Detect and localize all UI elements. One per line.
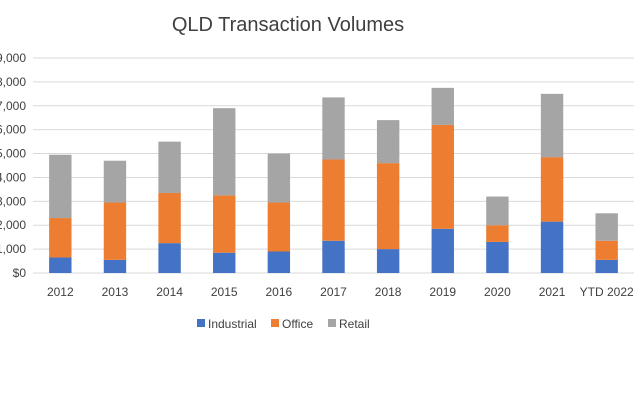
- bar-office-2019: [431, 124, 454, 229]
- y-tick-label: $7,000: [0, 99, 26, 113]
- y-tick-label: $8,000: [0, 75, 26, 89]
- bar-industrial-2020: [486, 241, 509, 273]
- bar-industrial-2018: [376, 249, 400, 273]
- bar-retail-2012: [49, 154, 72, 219]
- bar-retail-2018: [376, 120, 400, 164]
- y-tick-label: $1,000: [0, 242, 26, 256]
- bar-office-2021: [540, 157, 564, 222]
- chart-title: QLD Transaction Volumes: [172, 14, 404, 36]
- bar-office-2017: [322, 159, 345, 241]
- bars: [49, 87, 618, 273]
- bar-office-ytd-2022: [595, 240, 618, 260]
- legend-label-industrial: Industrial: [208, 317, 257, 331]
- x-tick-label: 2013: [102, 285, 129, 299]
- y-tick-label: $5,000: [0, 147, 26, 161]
- y-tick-label: $2,000: [0, 218, 26, 232]
- legend-swatch-retail: [328, 319, 336, 327]
- legend-swatch-industrial: [197, 319, 205, 327]
- bar-office-2016: [267, 202, 291, 252]
- bar-industrial-2016: [267, 251, 291, 273]
- x-tick-label: 2020: [484, 285, 511, 299]
- x-tick-label: 2021: [539, 285, 566, 299]
- legend: Industrial Office Retail: [197, 317, 370, 331]
- bar-retail-2013: [103, 160, 127, 203]
- x-tick-label: 2019: [429, 285, 456, 299]
- y-tick-label: $0: [13, 266, 27, 280]
- bar-industrial-2013: [103, 259, 127, 273]
- x-tick-label: 2014: [156, 285, 183, 299]
- bar-industrial-2019: [431, 228, 454, 273]
- x-tick-label: 2016: [266, 285, 293, 299]
- bar-office-2013: [103, 202, 127, 260]
- legend-swatch-office: [271, 319, 279, 327]
- x-axis-ticks: 2012 2013 2014 2015 2016 2017 2018 2019 2020 2021…: [47, 285, 634, 299]
- bar-office-2012: [49, 218, 72, 258]
- bar-office-2018: [376, 163, 400, 250]
- legend-label-office: Office: [282, 317, 313, 331]
- bar-industrial-2015: [213, 252, 236, 273]
- y-tick-label: $9,000: [0, 51, 26, 65]
- x-tick-label: 2017: [320, 285, 347, 299]
- y-axis-ticks: $0 $1,000 $2,000 $3,000 $4,000 $5,000 $6,000 $7…: [0, 51, 26, 280]
- bar-retail-ytd-2022: [595, 213, 618, 241]
- bar-industrial-2014: [158, 243, 181, 273]
- x-tick-label: 2018: [375, 285, 402, 299]
- bar-retail-2021: [540, 93, 564, 158]
- bar-retail-2016: [267, 153, 291, 203]
- y-tick-label: $4,000: [0, 170, 26, 184]
- x-tick-label: YTD 2022: [580, 285, 634, 299]
- y-tick-label: $6,000: [0, 123, 26, 137]
- bar-office-2020: [486, 225, 509, 242]
- x-tick-label: 2012: [47, 285, 74, 299]
- legend-label-retail: Retail: [339, 317, 370, 331]
- bar-retail-2019: [431, 87, 454, 125]
- bar-retail-2017: [322, 97, 345, 160]
- bar-industrial-2021: [540, 221, 564, 273]
- bar-office-2014: [158, 192, 181, 244]
- y-tick-label: $3,000: [0, 194, 26, 208]
- bar-industrial-ytd-2022: [595, 259, 618, 273]
- bar-industrial-2017: [322, 240, 345, 273]
- bar-office-2015: [213, 195, 236, 253]
- bar-retail-2014: [158, 141, 181, 193]
- x-tick-label: 2015: [211, 285, 238, 299]
- bar-industrial-2012: [49, 257, 72, 273]
- bar-retail-2020: [486, 196, 509, 226]
- bar-retail-2015: [213, 108, 236, 196]
